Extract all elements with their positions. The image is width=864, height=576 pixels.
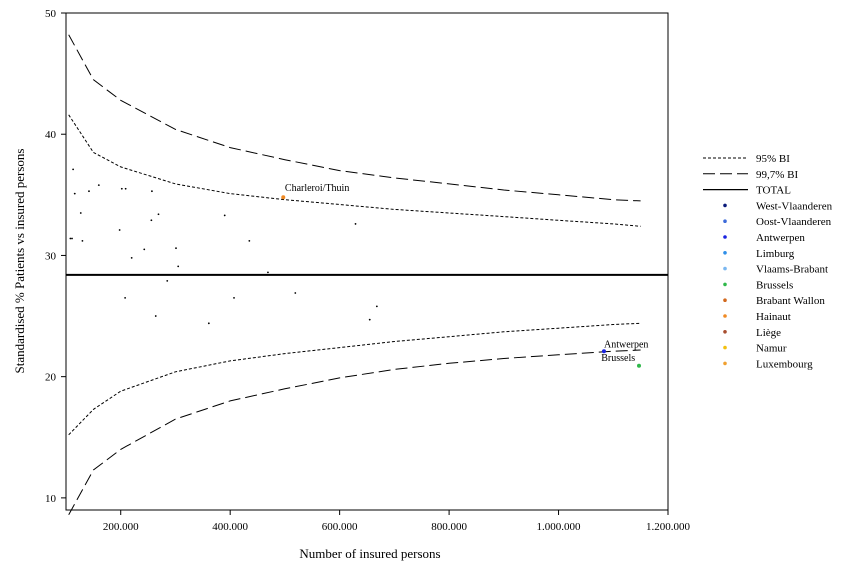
limit-0-upper-line <box>68 114 641 227</box>
legend-series-9-marker <box>723 345 727 350</box>
data-point-20 <box>207 322 210 325</box>
x-tick-label-1: 400.000 <box>212 521 248 533</box>
data-point-6 <box>97 184 100 187</box>
data-point-5 <box>88 190 90 193</box>
limit-1-lower-line <box>68 349 641 516</box>
data-point-4 <box>81 239 84 242</box>
legend-series-3-marker <box>723 251 727 255</box>
data-point-0 <box>71 237 73 240</box>
legend-series-1-marker <box>723 219 727 223</box>
legend-series-0-label: West-Vlaanderen <box>756 200 833 212</box>
series-point-5-0 <box>636 363 641 368</box>
data-point-1 <box>72 168 75 171</box>
legend-series-3-label: Limburg <box>756 248 795 260</box>
data-point-2 <box>73 192 76 195</box>
x-axis-title: Number of insured persons <box>299 546 440 561</box>
data-point-29 <box>69 237 72 240</box>
y-axis-title: Standardised % Patients vs insured perso… <box>12 149 27 374</box>
data-point-7 <box>118 229 121 231</box>
data-point-10 <box>124 296 127 299</box>
data-point-11 <box>130 256 133 259</box>
series-point-7-0 <box>281 195 286 200</box>
x-tick-label-2: 600.000 <box>322 521 358 533</box>
y-tick-label-0: 10 <box>45 493 57 505</box>
legend-limit-1-label: 99,7% BI <box>756 169 799 181</box>
data-points <box>69 168 641 368</box>
limit-0-lower-line <box>68 322 641 436</box>
plot-area-frame <box>65 12 669 511</box>
legend-series-7-marker <box>723 314 727 318</box>
data-point-9 <box>124 187 127 190</box>
limit-1-upper-line <box>68 34 641 202</box>
data-point-8 <box>120 187 123 190</box>
legend-series-6-label: Brabant Wallon <box>756 295 825 307</box>
data-point-23 <box>248 239 251 242</box>
x-tick-label-4: 1.000.000 <box>537 521 582 533</box>
legend-series-4-label: Vlaams-Brabant <box>756 264 828 276</box>
legend-series-4-marker <box>723 266 727 271</box>
data-point-22 <box>233 296 235 299</box>
legend-series-5-label: Brussels <box>756 279 793 291</box>
y-tick-label-1: 20 <box>45 372 57 384</box>
data-point-13 <box>150 219 153 222</box>
legend-series-10-marker <box>723 361 727 366</box>
x-tick-label-0: 200.000 <box>103 521 139 533</box>
series-point-2-0 <box>601 349 606 354</box>
data-point-26 <box>354 223 357 225</box>
y-axis: 10 20 30 40 50 <box>45 8 66 505</box>
data-point-27 <box>368 318 371 321</box>
data-point-15 <box>154 315 157 317</box>
legend-series-2-marker <box>723 235 727 239</box>
legend: 95% BI 99,7% BI TOTAL West-Vlaanderen Oost-V… <box>703 153 833 370</box>
legend-series-2-label: Antwerpen <box>756 232 805 244</box>
x-tick-label-5: 1.200.000 <box>646 521 691 533</box>
legend-series-7-label: Hainaut <box>756 311 791 323</box>
legend-series-5-marker <box>723 282 727 287</box>
legend-total-label: TOTAL <box>756 185 791 197</box>
x-axis: 200.000 400.000 600.000 800.000 1.000.000 1.2… <box>103 510 691 533</box>
data-point-17 <box>166 279 169 282</box>
legend-series-8-marker <box>723 330 727 334</box>
data-point-19 <box>177 265 180 268</box>
legend-series-6-marker <box>723 298 727 303</box>
y-tick-label-2: 30 <box>45 250 57 262</box>
annotation-0: Charleroi/Thuin <box>285 183 349 194</box>
x-tick-label-3: 800.000 <box>431 521 467 533</box>
data-point-12 <box>143 248 146 251</box>
legend-series-1-label: Oost-Vlaanderen <box>756 216 832 228</box>
data-point-18 <box>175 247 177 250</box>
data-point-25 <box>294 292 297 294</box>
legend-limit-0-label: 95% BI <box>756 153 790 165</box>
data-point-24 <box>267 271 269 274</box>
legend-series-9-label: Namur <box>756 343 787 355</box>
data-point-3 <box>79 212 82 214</box>
y-tick-label-3: 40 <box>45 129 57 141</box>
annotation-1: Antwerpen <box>604 340 648 351</box>
data-point-21 <box>223 214 226 217</box>
legend-series-8-label: Liège <box>756 327 781 339</box>
data-point-28 <box>375 305 378 308</box>
y-tick-label-4: 50 <box>45 8 57 20</box>
legend-series-0-marker <box>723 203 727 208</box>
data-point-16 <box>157 213 160 216</box>
annotations: Charleroi/Thuin Antwerpen Brussels <box>285 183 648 364</box>
confidence-limits <box>68 34 641 516</box>
legend-series-10-label: Luxembourg <box>756 358 813 370</box>
data-point-14 <box>151 190 153 193</box>
annotation-2: Brussels <box>601 353 635 364</box>
